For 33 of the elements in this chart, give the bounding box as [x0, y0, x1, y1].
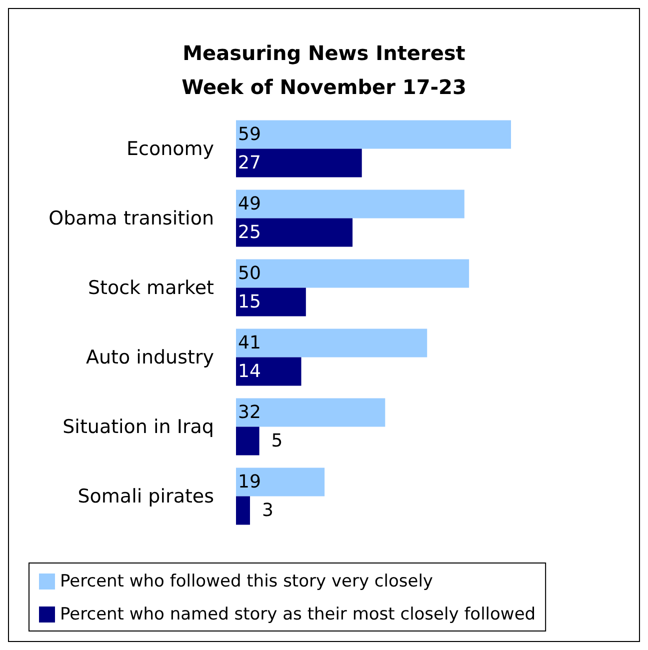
bar — [236, 426, 260, 456]
bar — [236, 288, 306, 316]
bar — [236, 398, 386, 427]
y-tick-label: Somali pirates — [78, 485, 214, 508]
data-label: 41 — [238, 332, 261, 354]
data-label: 15 — [238, 291, 261, 312]
bar — [236, 218, 353, 247]
data-label: 32 — [238, 402, 261, 424]
bar — [236, 496, 250, 525]
y-tick-label: Stock market — [88, 276, 214, 299]
data-label: 59 — [238, 124, 261, 146]
data-label: 5 — [271, 430, 283, 452]
data-label: 49 — [238, 194, 261, 215]
bar — [236, 468, 325, 496]
bar — [236, 357, 302, 386]
data-label: 25 — [238, 222, 261, 243]
data-label: 19 — [238, 472, 261, 493]
data-label: 3 — [262, 500, 274, 521]
data-label: 50 — [238, 263, 261, 284]
legend-label: Percent who named story as their most closely followed — [60, 604, 536, 624]
bar — [236, 148, 362, 178]
legend-label: Percent who followed this story very closely — [60, 572, 433, 592]
bar — [236, 190, 464, 218]
y-tick-label: Obama transition — [48, 207, 214, 230]
data-label: 14 — [238, 360, 261, 382]
data-label: 27 — [238, 152, 261, 174]
chart-title: Measuring News Interest Week of November 17-23 — [182, 41, 466, 99]
y-tick-label: Economy — [126, 138, 214, 160]
y-tick-label: Situation in Iraq — [62, 416, 214, 438]
bar — [236, 259, 470, 288]
y-tick-label: Auto industry — [86, 346, 214, 368]
bar — [236, 328, 428, 358]
bar — [236, 120, 511, 149]
